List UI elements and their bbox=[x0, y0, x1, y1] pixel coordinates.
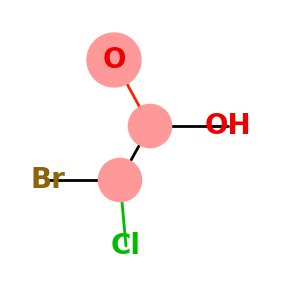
Text: O: O bbox=[102, 46, 126, 74]
Text: Br: Br bbox=[31, 166, 65, 194]
Circle shape bbox=[87, 33, 141, 87]
Circle shape bbox=[128, 104, 172, 148]
Text: Cl: Cl bbox=[111, 232, 141, 260]
Text: OH: OH bbox=[205, 112, 251, 140]
Circle shape bbox=[98, 158, 142, 202]
